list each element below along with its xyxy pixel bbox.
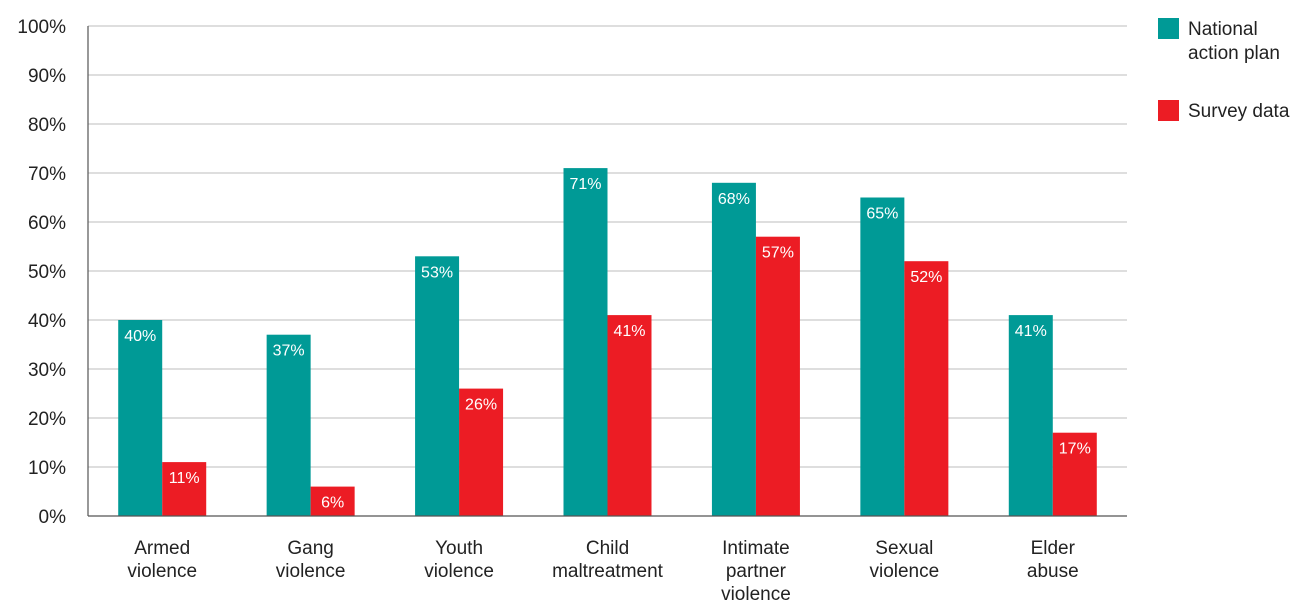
data-label: 41% [613, 323, 645, 340]
legend: National action plan Survey data [1158, 18, 1290, 122]
x-tick-label: Elder abuse [1027, 538, 1079, 582]
y-tick-label: 90% [28, 66, 66, 87]
legend-label: National action plan [1188, 19, 1280, 64]
data-label: 57% [762, 245, 794, 262]
data-label: 71% [569, 176, 601, 193]
x-tick-label: Intimate partner violence [721, 538, 791, 605]
x-tick-label: Sexual violence [869, 538, 939, 582]
data-label: 40% [124, 328, 156, 345]
data-label: 17% [1059, 441, 1091, 458]
bar [563, 168, 608, 516]
bar [1008, 315, 1053, 516]
x-tick-label: Armed violence [127, 538, 197, 582]
y-tick-label: 60% [28, 213, 66, 234]
data-label: 26% [465, 397, 497, 414]
legend-label: Survey data [1188, 101, 1290, 122]
data-label: 53% [421, 264, 453, 281]
data-label: 68% [718, 191, 750, 208]
y-tick-label: 80% [28, 115, 66, 136]
data-label: 6% [321, 495, 344, 512]
y-tick-label: 100% [17, 17, 66, 38]
bar [118, 320, 163, 516]
data-label: 52% [910, 269, 942, 286]
bar [162, 462, 207, 516]
x-tick-label: Child maltreatment [552, 538, 664, 582]
x-tick-label: Youth violence [424, 538, 494, 582]
data-label: 65% [866, 206, 898, 223]
data-labels: 40% 11% 37% 6% 53% 26% 71% 41% 68% 57% 65% 52% 41% 17… [124, 176, 1091, 512]
bar [904, 261, 949, 516]
bar [860, 197, 905, 516]
bar [459, 388, 504, 516]
x-tick-label: Gang violence [276, 538, 346, 582]
legend-swatch [1158, 18, 1179, 39]
y-tick-label: 10% [28, 458, 66, 479]
bar [1052, 432, 1097, 516]
y-tick-label: 0% [39, 507, 67, 528]
bar [755, 236, 800, 516]
y-tick-label: 20% [28, 409, 66, 430]
y-tick-label: 40% [28, 311, 66, 332]
data-label: 41% [1015, 323, 1047, 340]
legend-swatch [1158, 100, 1179, 121]
bar [607, 315, 652, 516]
bar [310, 486, 355, 516]
bars [118, 168, 1097, 517]
data-label: 11% [169, 470, 200, 487]
y-tick-label: 50% [28, 262, 66, 283]
y-tick-label: 30% [28, 360, 66, 381]
bar [266, 334, 311, 516]
axes: 0% 10% 20% 30% 40% 50% 60% 70% 80% 90% 100% Armed vi… [17, 17, 1127, 605]
data-label: 37% [273, 343, 305, 360]
bar [711, 182, 756, 517]
y-tick-label: 70% [28, 164, 66, 185]
bar [415, 256, 460, 516]
